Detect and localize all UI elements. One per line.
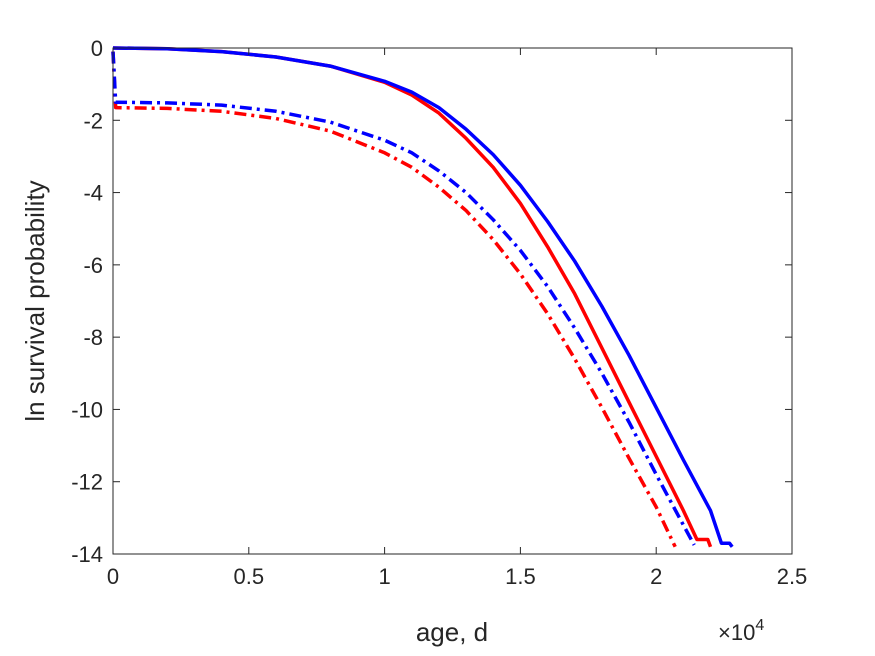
x-axis-label: age, d — [416, 617, 488, 647]
y-tick-label: -10 — [71, 397, 103, 422]
y-tick-label: -6 — [83, 253, 103, 278]
plot-frame — [112, 47, 793, 555]
x-tick-label: 2 — [650, 564, 662, 589]
series-line-4 — [111, 51, 696, 546]
y-tick-label: -12 — [71, 470, 103, 495]
x-multiplier-exponent: 4 — [755, 617, 764, 634]
y-axis-label: ln survival probability — [20, 180, 50, 421]
y-tick-label: 0 — [91, 36, 103, 61]
x-multiplier-label: ×104 — [718, 617, 764, 645]
x-tick-label: 1.5 — [505, 564, 536, 589]
series-line-3 — [111, 51, 677, 548]
x-tick-label: 0.5 — [234, 564, 265, 589]
y-tick-label: -4 — [83, 181, 103, 206]
x-tick-label: 2.5 — [777, 564, 808, 589]
y-tick-label: -8 — [83, 325, 103, 350]
series-layer — [111, 46, 734, 548]
series-line-2 — [112, 46, 734, 548]
x-tick-label: 1 — [378, 564, 390, 589]
x-tick-label: 0 — [107, 564, 119, 589]
tick-layer: 0 0.5 1 1.5 2 2.5 0 -2 -4 -6 -8 -10 -12 -14 — [71, 36, 807, 589]
x-multiplier-base: ×10 — [718, 620, 755, 645]
plot-area — [113, 48, 792, 554]
y-tick-label: -2 — [83, 108, 103, 133]
y-tick-label: -14 — [71, 542, 103, 567]
